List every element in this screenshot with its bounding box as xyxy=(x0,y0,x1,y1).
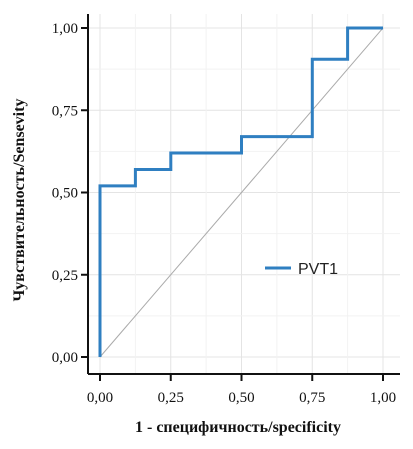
legend-label-pvt1: PVT1 xyxy=(298,261,338,278)
y-tick-label: 1,00 xyxy=(52,21,78,37)
x-tick-label: 0,50 xyxy=(228,390,254,406)
y-tick-label: 0,00 xyxy=(52,350,78,366)
y-tick-label: 0,75 xyxy=(52,103,78,119)
legend: PVT1 xyxy=(265,261,338,278)
y-tick-label: 0,50 xyxy=(52,186,78,202)
y-tick-label: 0,25 xyxy=(52,268,78,284)
x-tick-label: 0,75 xyxy=(299,390,325,406)
x-tick-label: 0,00 xyxy=(87,390,113,406)
axis-ticks: 0,00 0,25 0,50 0,75 1,00 0,00 0,25 0,50 0,75 1,00 xyxy=(52,21,396,406)
roc-curve-pvt1 xyxy=(98,26,383,357)
reference-diagonal xyxy=(99,27,384,358)
y-axis-title: Чувствительность/Sensevity xyxy=(11,99,28,302)
plot-panel xyxy=(88,14,400,374)
x-tick-label: 1,00 xyxy=(370,390,396,406)
grid xyxy=(88,14,400,374)
x-axis-title: 1 - специфичность/specificity xyxy=(135,419,341,436)
x-tick-label: 0,25 xyxy=(158,390,184,406)
